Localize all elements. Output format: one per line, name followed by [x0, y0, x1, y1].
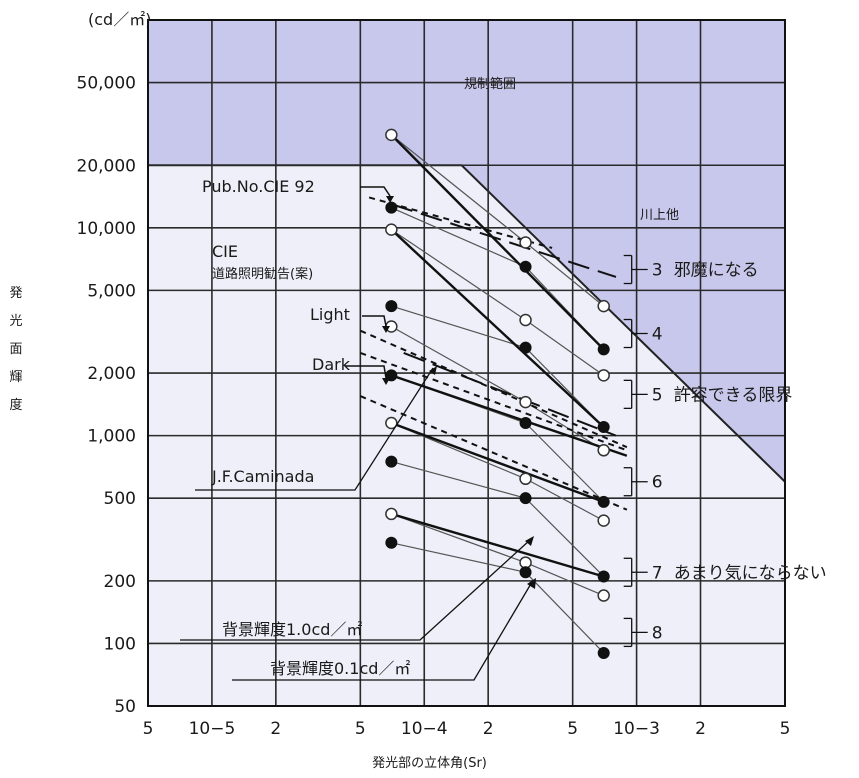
open-point: [597, 369, 610, 382]
caminada-arrow: [429, 366, 437, 375]
filled-point: [597, 646, 610, 659]
filled-point: [519, 341, 532, 354]
y-tick-label: 50: [114, 697, 136, 717]
x-tick-label: 10−4: [401, 719, 448, 739]
x-tick-label: 10−3: [613, 719, 660, 739]
open-point: [519, 236, 532, 249]
series-bold-line: [390, 228, 605, 428]
open-point: [385, 507, 398, 521]
cie-dashed-line: [359, 351, 628, 452]
y-tick-label: 50,000: [77, 74, 136, 94]
filled-point: [385, 201, 398, 214]
x-tick-label: 5: [567, 719, 578, 739]
annotation-light: Light: [310, 305, 350, 324]
cie-dashed-line: [359, 395, 628, 511]
filled-point: [597, 495, 610, 508]
filled-point: [519, 260, 532, 273]
pub-cie92-leader: [360, 186, 391, 197]
y-axis-label: 発光面輝度: [6, 280, 26, 420]
cie-sublabel: 道路照明勧告(案): [212, 266, 313, 282]
y-tick-label: 200: [104, 572, 136, 592]
annotation-caminada: J.F.Caminada: [211, 467, 314, 486]
group-description: あまり気にならない: [674, 563, 827, 583]
kawakami-dash-line: [391, 203, 617, 278]
bg10-arrow: [525, 536, 534, 546]
filled-point: [385, 536, 398, 549]
kawakami-dash-line: [403, 351, 617, 437]
y-tick-label: 2,000: [87, 364, 136, 384]
group-number: 7: [652, 563, 663, 583]
open-point: [385, 128, 398, 142]
y-tick-label: 1,000: [87, 427, 136, 447]
dark-leader: [345, 365, 387, 379]
bg01-arrow: [527, 578, 536, 589]
x-tick-label: 10−5: [189, 719, 236, 739]
open-point: [597, 299, 610, 313]
open-point: [597, 444, 610, 457]
y-tick-label: 20,000: [77, 156, 136, 176]
group-number: 8: [652, 623, 663, 643]
y-tick-label: 5,000: [87, 281, 136, 301]
x-tick-label: 2: [483, 719, 494, 739]
regulated-region: [148, 20, 785, 482]
y-axis-label-char: 度: [9, 398, 23, 413]
dark-arrow: [382, 378, 390, 385]
open-point: [597, 589, 610, 602]
series-bold-line: [390, 374, 628, 457]
plot-frame: [147, 19, 786, 707]
filled-point: [597, 570, 610, 583]
annotation-pub-cie92: Pub.No.CIE 92: [202, 177, 315, 196]
open-point: [519, 395, 532, 409]
x-tick-label: 5: [355, 719, 366, 739]
y-axis-label-char: 面: [9, 342, 23, 357]
filled-point: [597, 421, 610, 434]
x-axis-label: 発光部の立体角(Sr): [372, 756, 487, 771]
filled-point: [385, 300, 398, 313]
filled-point: [519, 566, 532, 579]
group-number: 6: [652, 473, 663, 493]
group-number: 4: [652, 325, 663, 345]
filled-point: [519, 417, 532, 430]
caminada-leader: [195, 367, 434, 491]
open-point: [519, 472, 532, 486]
filled-point: [519, 492, 532, 505]
annotation-bg-1.0: 背景輝度1.0cd／㎡: [222, 620, 362, 639]
y-axis-label-char: 光: [9, 314, 23, 329]
filled-point: [385, 455, 398, 468]
cie-label: CIE: [212, 242, 238, 261]
bg10-leader: [180, 539, 531, 641]
group-description: 許容できる限界: [674, 385, 793, 405]
light-leader: [362, 315, 387, 327]
group-number: 5: [652, 385, 663, 405]
y-tick-label: 10,000: [77, 219, 136, 239]
series-bold-line: [390, 421, 605, 503]
x-tick-label: 2: [270, 719, 281, 739]
open-point: [519, 313, 532, 327]
x-tick-label: 2: [695, 719, 706, 739]
regulated-region-label: 規制範囲: [464, 77, 516, 92]
y-tick-label: 500: [104, 489, 136, 509]
annotation-bg-0.1: 背景輝度0.1cd／㎡: [270, 659, 410, 678]
filled-point: [597, 343, 610, 356]
y-axis-unit: (cd／㎡): [88, 10, 152, 29]
group-description: 邪魔になる: [674, 261, 759, 281]
annotation-dark: Dark: [312, 355, 351, 374]
open-point: [385, 416, 398, 430]
open-point: [597, 514, 610, 527]
open-point: [385, 223, 398, 236]
group-number: 3: [652, 261, 663, 281]
y-axis-label-char: 発: [9, 286, 23, 301]
y-axis-label-char: 輝: [9, 370, 23, 385]
y-tick-label: 100: [104, 634, 136, 654]
series-bold-line: [391, 512, 605, 578]
bg01-leader: [232, 581, 533, 681]
series-bold-line: [390, 134, 605, 351]
x-tick-label: 5: [143, 719, 154, 739]
light-arrow: [382, 326, 390, 333]
x-tick-label: 5: [780, 719, 791, 739]
pub-cie92-arrow: [386, 196, 394, 203]
kawakami-label: 川上他: [640, 208, 679, 223]
